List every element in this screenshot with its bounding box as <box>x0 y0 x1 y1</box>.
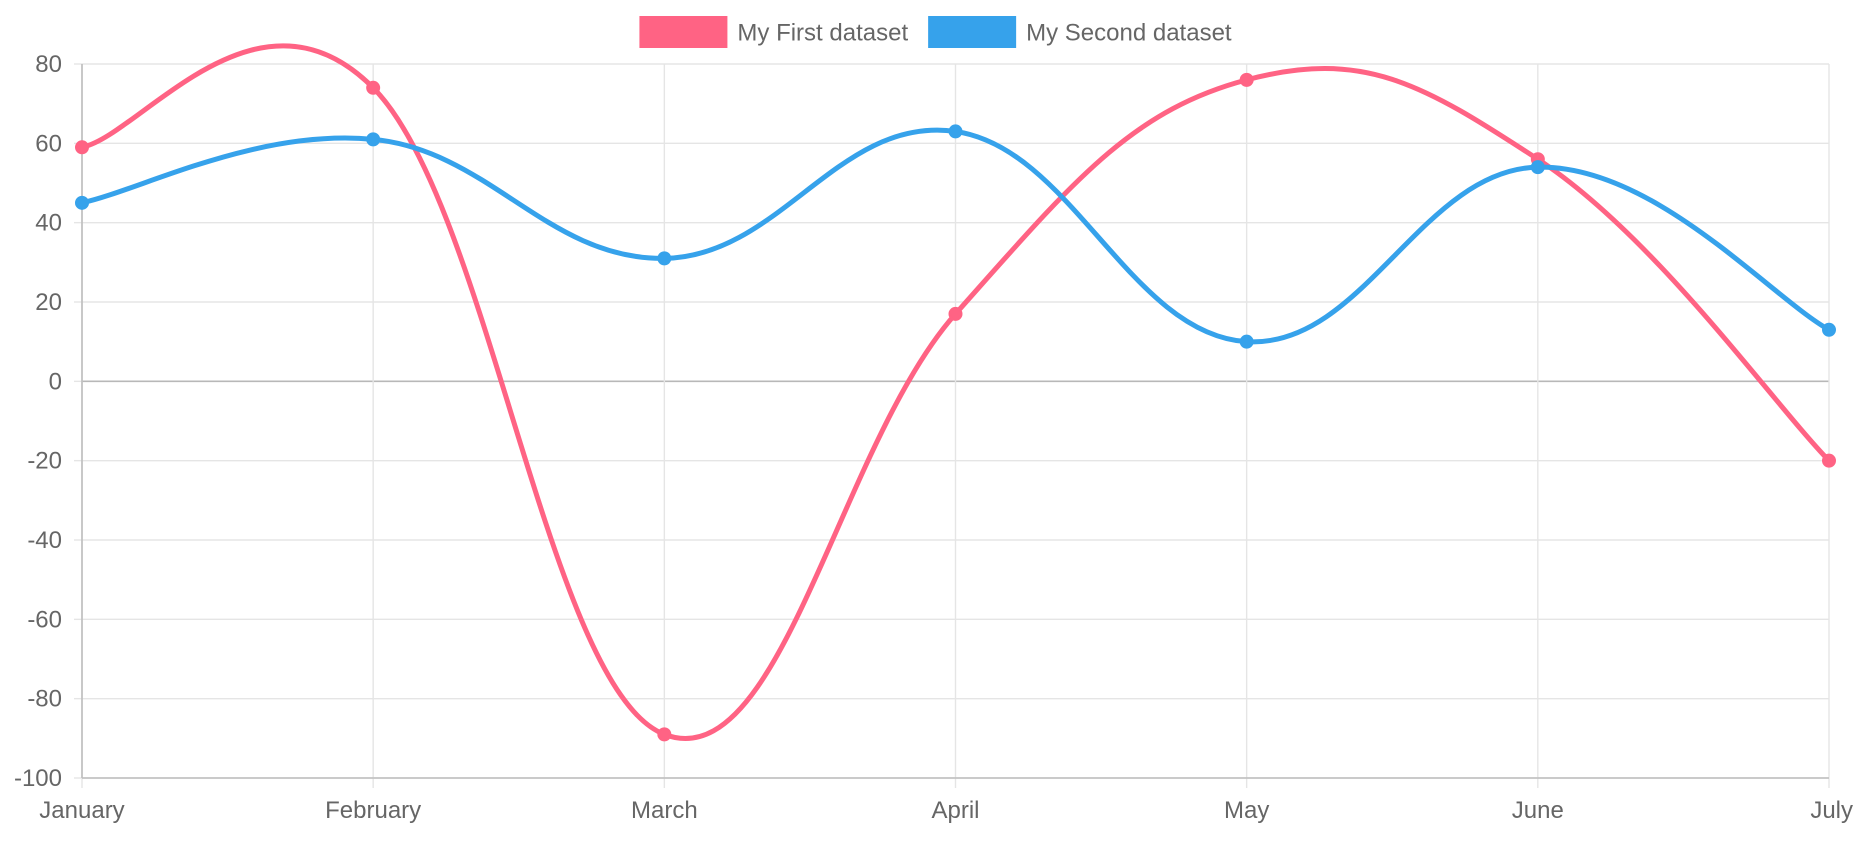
y-tick-label: 40 <box>35 210 62 237</box>
legend-label: My First dataset <box>737 20 908 47</box>
legend-swatch <box>639 16 728 48</box>
data-point[interactable] <box>75 140 89 155</box>
series-line <box>79 43 1832 741</box>
y-tick-label: 60 <box>35 130 62 157</box>
data-point[interactable] <box>366 80 381 95</box>
y-tick-label: -80 <box>27 686 62 713</box>
data-point[interactable] <box>1822 453 1836 468</box>
x-tick-label: May <box>1224 797 1269 824</box>
data-point[interactable] <box>1239 72 1254 87</box>
data-point[interactable] <box>1822 322 1836 337</box>
grid <box>74 63 1830 788</box>
data-point[interactable] <box>1239 334 1254 349</box>
legend-item[interactable]: My First dataset <box>639 16 908 48</box>
data-point[interactable] <box>75 195 89 210</box>
y-tick-label: 80 <box>35 51 62 78</box>
data-point[interactable] <box>1530 160 1545 175</box>
x-tick-label: July <box>1810 797 1853 824</box>
data-point[interactable] <box>657 727 672 742</box>
series-2 <box>75 124 1836 349</box>
y-tick-label: -40 <box>27 527 62 554</box>
data-point[interactable] <box>948 306 963 321</box>
y-axis-ticks: 80 60 40 20 0 -20 -40 -60 -80 -100 <box>14 51 62 792</box>
y-tick-label: -20 <box>27 448 62 475</box>
legend-label: My Second dataset <box>1026 20 1232 47</box>
y-tick-label: 0 <box>49 368 62 395</box>
series-1 <box>75 43 1836 742</box>
data-point[interactable] <box>657 251 672 266</box>
data-point[interactable] <box>948 124 963 139</box>
x-tick-label: March <box>631 797 698 824</box>
legend-item[interactable]: My Second dataset <box>928 16 1232 48</box>
x-axis-ticks: January February March April May June July <box>39 797 1853 824</box>
axes <box>81 64 1829 779</box>
data-point[interactable] <box>366 132 381 147</box>
series <box>75 43 1836 742</box>
y-tick-label: -100 <box>14 765 62 792</box>
x-tick-label: June <box>1512 797 1564 824</box>
y-tick-label: -60 <box>27 606 62 633</box>
y-tick-label: 20 <box>35 289 62 316</box>
x-tick-label: April <box>931 797 979 824</box>
x-tick-label: January <box>39 797 124 824</box>
legend: My First dataset My Second dataset <box>639 16 1232 48</box>
x-tick-label: February <box>325 797 421 824</box>
legend-swatch <box>928 16 1017 48</box>
